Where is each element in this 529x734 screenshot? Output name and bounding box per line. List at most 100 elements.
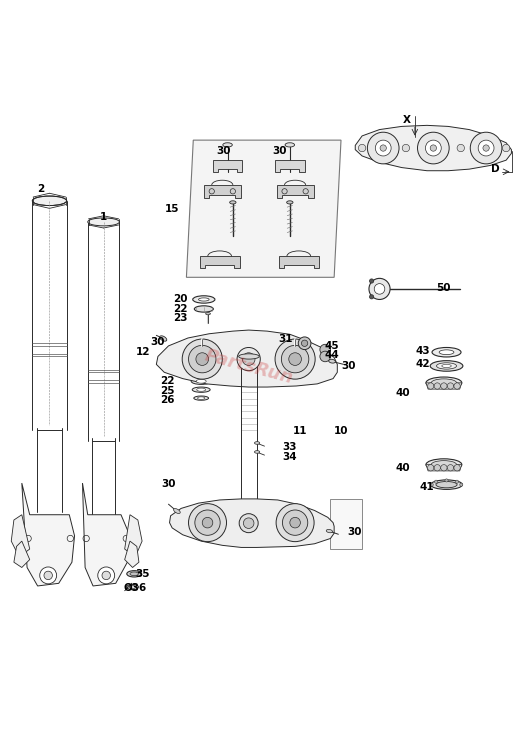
Ellipse shape [439, 350, 454, 355]
Circle shape [298, 337, 311, 349]
Polygon shape [14, 541, 30, 567]
Text: 31: 31 [278, 334, 293, 344]
Bar [331, 499, 362, 549]
Ellipse shape [223, 143, 232, 147]
Ellipse shape [160, 336, 167, 341]
Circle shape [374, 283, 385, 294]
Text: 34: 34 [282, 451, 297, 462]
Ellipse shape [197, 397, 205, 399]
Circle shape [457, 145, 464, 152]
Text: Ø36: Ø36 [124, 583, 147, 592]
Circle shape [302, 340, 308, 346]
Ellipse shape [130, 572, 139, 575]
Text: 20: 20 [173, 294, 187, 305]
Text: 40: 40 [395, 463, 410, 473]
Circle shape [102, 571, 111, 580]
Polygon shape [275, 160, 305, 172]
Text: 30: 30 [161, 479, 176, 489]
Ellipse shape [436, 363, 457, 369]
Circle shape [445, 479, 448, 482]
Text: 33: 33 [282, 442, 297, 452]
Ellipse shape [254, 442, 260, 444]
Ellipse shape [431, 480, 462, 490]
Ellipse shape [431, 461, 457, 468]
Ellipse shape [239, 354, 259, 359]
Circle shape [188, 346, 216, 373]
Ellipse shape [194, 396, 208, 400]
Ellipse shape [329, 359, 335, 363]
Text: 30: 30 [347, 526, 361, 537]
Polygon shape [157, 330, 338, 387]
Text: 43: 43 [415, 346, 430, 356]
Circle shape [455, 480, 459, 483]
Circle shape [448, 383, 454, 389]
Circle shape [276, 504, 314, 542]
Polygon shape [125, 515, 142, 557]
Circle shape [454, 383, 460, 389]
Circle shape [282, 510, 308, 535]
Circle shape [434, 383, 441, 389]
Circle shape [434, 465, 441, 471]
Text: 2: 2 [37, 184, 44, 194]
Circle shape [427, 383, 434, 389]
Circle shape [237, 347, 260, 371]
Circle shape [478, 140, 494, 156]
Circle shape [441, 465, 447, 471]
Circle shape [242, 353, 255, 366]
Text: D: D [491, 164, 500, 174]
Text: 30: 30 [342, 361, 356, 371]
Polygon shape [186, 140, 341, 277]
Circle shape [402, 145, 409, 152]
Ellipse shape [196, 379, 206, 383]
Circle shape [375, 140, 391, 156]
Text: 40: 40 [395, 388, 410, 399]
Ellipse shape [287, 201, 293, 204]
Circle shape [369, 278, 390, 299]
Ellipse shape [431, 379, 457, 387]
Circle shape [483, 145, 489, 151]
Text: 10: 10 [334, 426, 348, 437]
Circle shape [188, 504, 226, 542]
Circle shape [359, 145, 366, 152]
Ellipse shape [194, 306, 213, 312]
Ellipse shape [426, 459, 462, 470]
Ellipse shape [442, 364, 451, 368]
Circle shape [195, 510, 220, 535]
Text: 35: 35 [135, 569, 149, 579]
Ellipse shape [193, 296, 215, 303]
Text: 42: 42 [415, 360, 430, 369]
Ellipse shape [198, 298, 209, 301]
Circle shape [290, 517, 300, 528]
Text: 30: 30 [272, 145, 287, 156]
Ellipse shape [192, 387, 210, 393]
Ellipse shape [436, 482, 457, 488]
Ellipse shape [127, 570, 142, 577]
Ellipse shape [197, 388, 206, 391]
Circle shape [40, 567, 57, 584]
Text: 22: 22 [160, 377, 174, 386]
Text: 25: 25 [160, 386, 174, 396]
Circle shape [448, 465, 454, 471]
Circle shape [380, 145, 386, 151]
Text: 30: 30 [151, 337, 165, 346]
Circle shape [454, 465, 460, 471]
Ellipse shape [230, 201, 236, 204]
Ellipse shape [432, 347, 461, 357]
Ellipse shape [426, 377, 462, 388]
Polygon shape [426, 465, 462, 471]
Ellipse shape [32, 196, 67, 206]
Text: 22: 22 [173, 304, 187, 314]
Ellipse shape [254, 451, 260, 454]
Circle shape [470, 132, 502, 164]
Polygon shape [277, 185, 314, 198]
Circle shape [369, 279, 373, 283]
Text: 45: 45 [325, 341, 339, 351]
Text: 30: 30 [216, 145, 231, 156]
Circle shape [98, 567, 115, 584]
Circle shape [196, 353, 208, 366]
Text: 44: 44 [325, 350, 340, 360]
Polygon shape [125, 541, 139, 567]
Circle shape [239, 514, 258, 533]
Text: PartsRun: PartsRun [202, 346, 295, 388]
Ellipse shape [285, 143, 295, 147]
